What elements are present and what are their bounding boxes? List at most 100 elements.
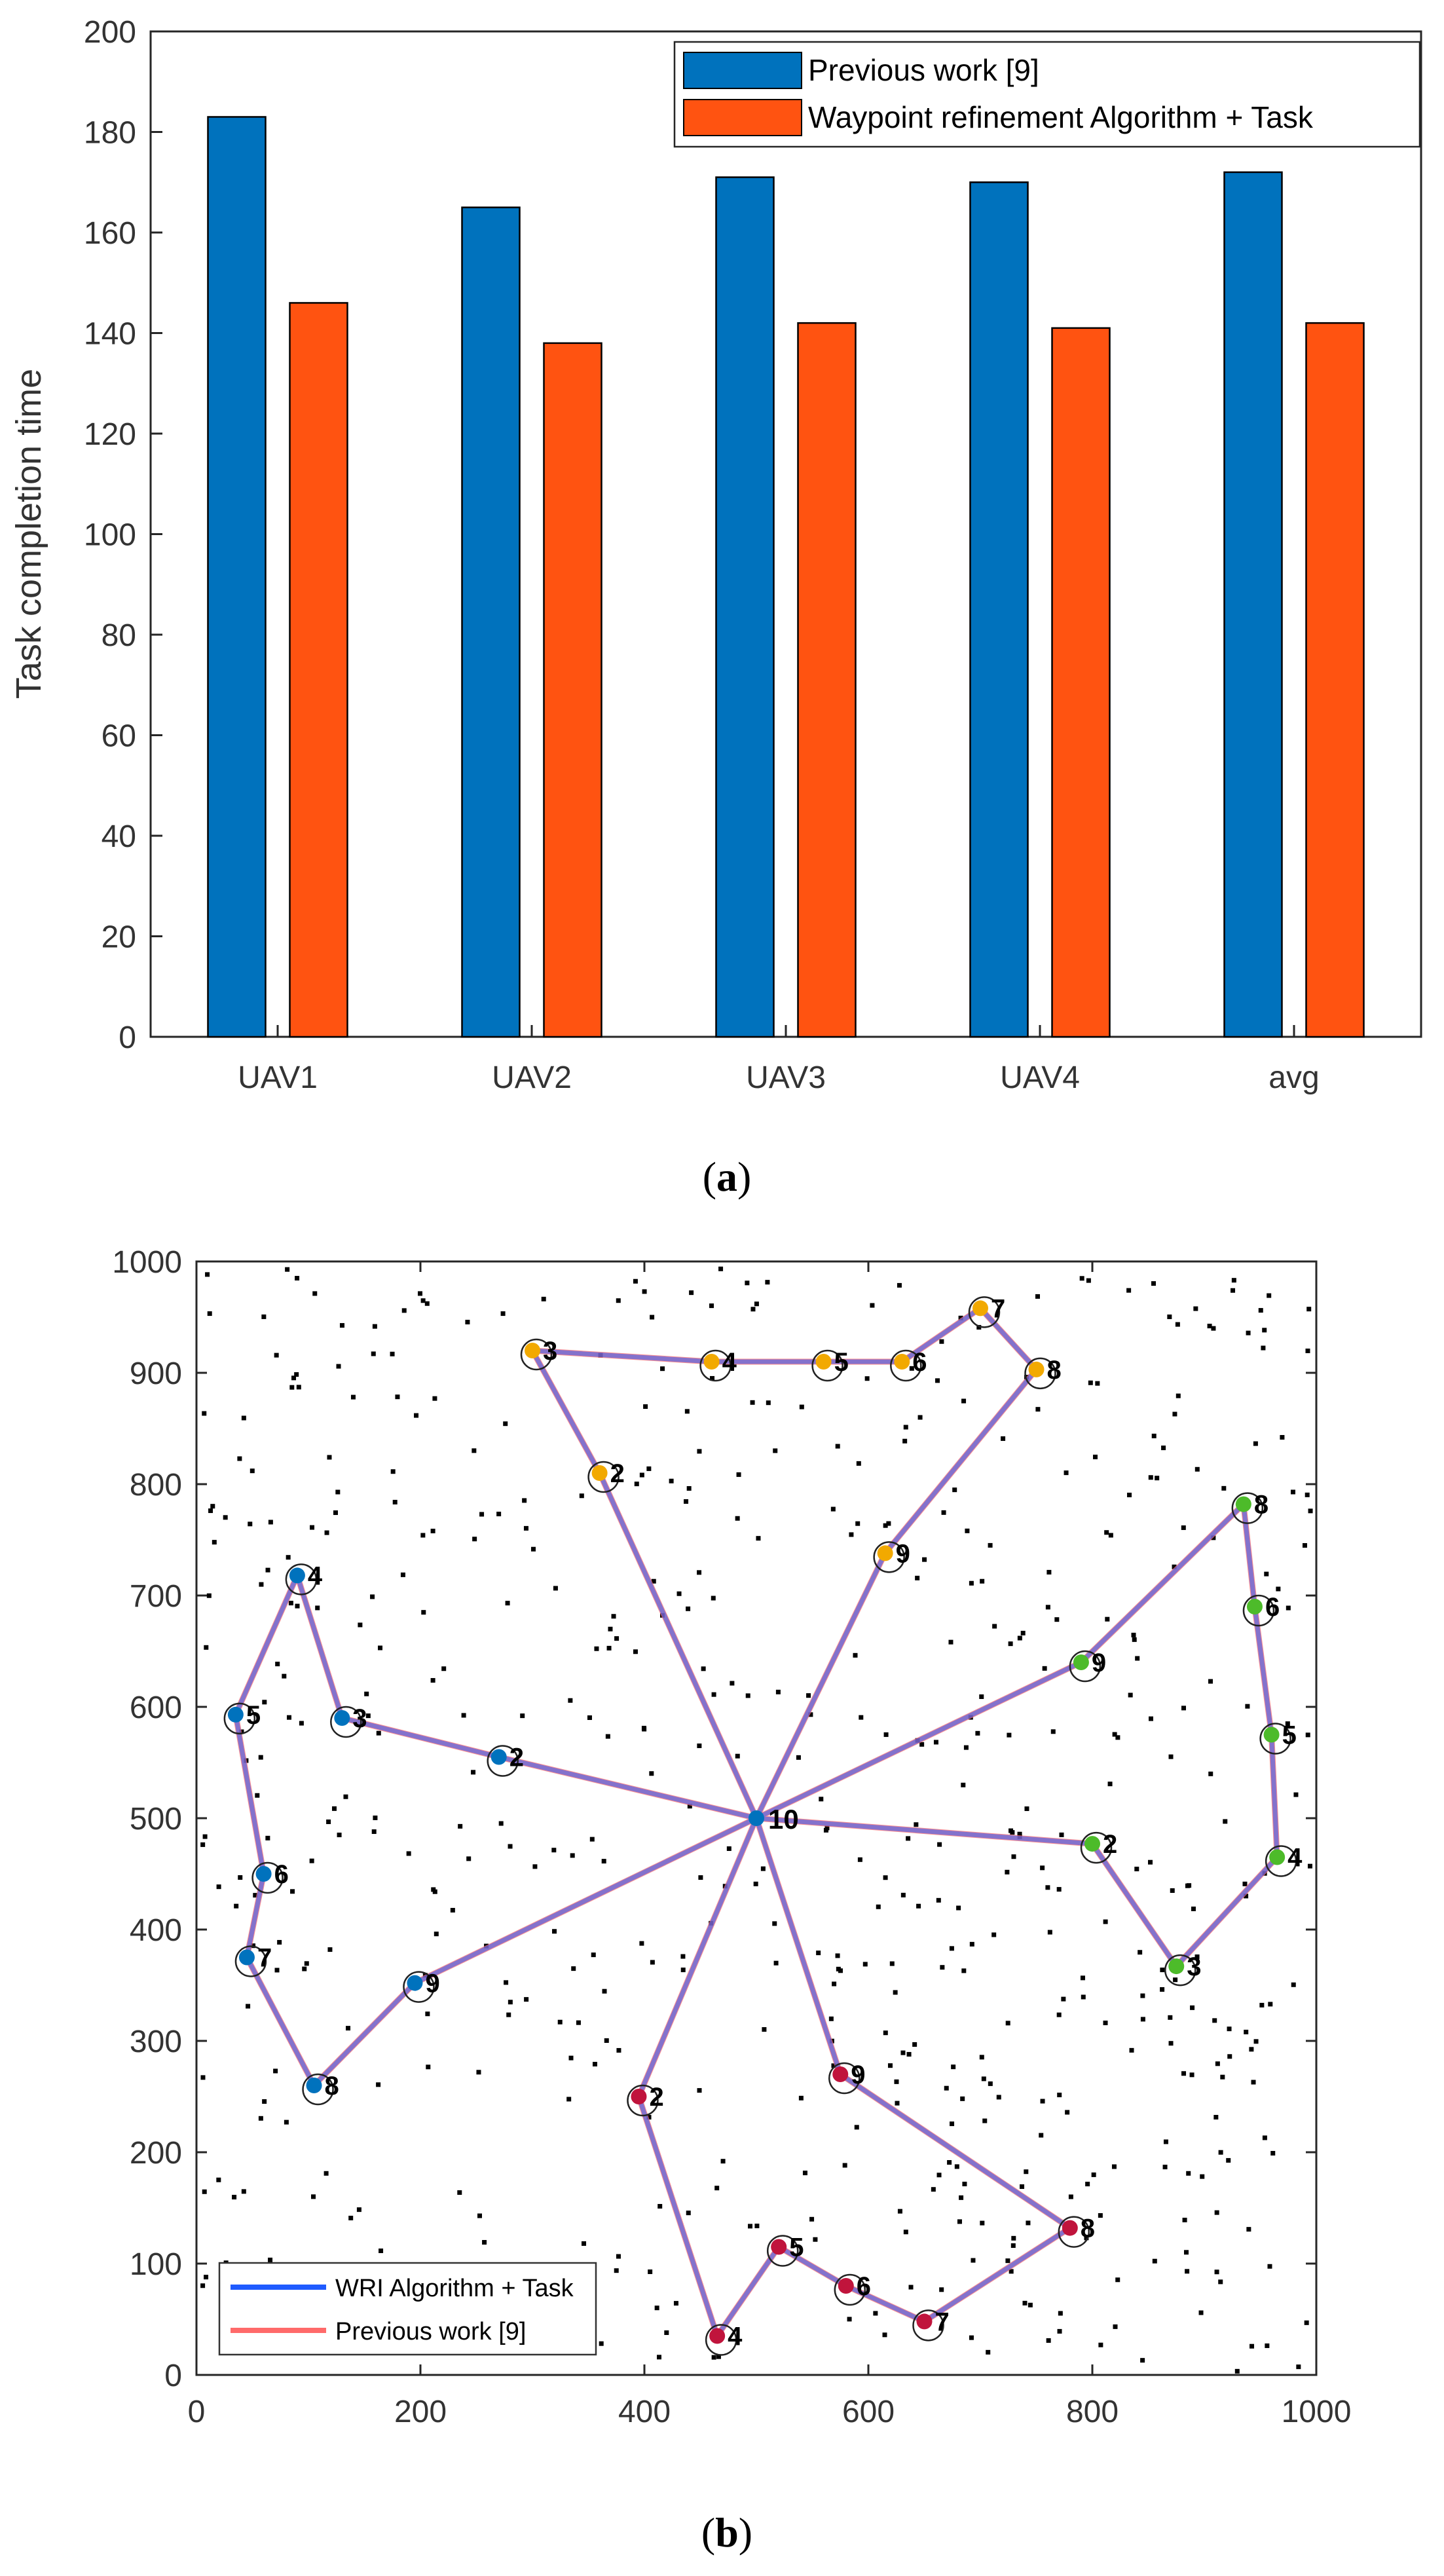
- task-point: [1307, 1863, 1312, 1869]
- waypoint-label: 4: [722, 1348, 737, 1377]
- task-point: [204, 2275, 209, 2280]
- task-point: [202, 1411, 207, 1416]
- task-point: [343, 1794, 348, 1799]
- legend-label-previous: Previous work [9]: [808, 53, 1039, 87]
- bar-waypoint-avg: [1305, 322, 1365, 1038]
- waypoint-marker: [916, 2313, 933, 2330]
- task-point: [324, 2171, 329, 2176]
- task-point: [897, 2209, 902, 2214]
- task-point: [553, 1586, 558, 1591]
- task-point: [979, 2055, 984, 2060]
- task-point: [1246, 2227, 1251, 2232]
- task-point: [1152, 2258, 1157, 2264]
- task-point: [265, 1835, 270, 1840]
- task-point: [241, 1415, 246, 1421]
- task-point: [909, 1366, 914, 1371]
- waypoint-marker: [838, 2278, 854, 2294]
- task-point: [975, 1730, 980, 1736]
- task-point: [202, 1834, 208, 1839]
- task-point: [1126, 1288, 1132, 1293]
- task-point: [809, 2216, 815, 2222]
- task-point: [532, 1864, 538, 1869]
- task-point: [299, 1721, 304, 1726]
- task-point: [450, 1907, 455, 1913]
- task-point: [337, 1833, 342, 1838]
- task-point: [697, 1743, 702, 1748]
- task-point: [684, 1499, 689, 1504]
- task-point: [1251, 2080, 1256, 2085]
- waypoint-label: 4: [728, 2323, 743, 2351]
- task-point: [883, 1732, 889, 1737]
- task-point: [832, 1981, 837, 1987]
- task-point: [935, 1378, 940, 1383]
- waypoint-label: 8: [325, 2072, 339, 2100]
- task-point: [756, 1536, 761, 1541]
- task-point: [1242, 1881, 1248, 1886]
- task-point: [775, 1689, 781, 1694]
- task-point: [1160, 1968, 1165, 1973]
- task-point: [745, 1280, 750, 1286]
- waypoint-label: 6: [1265, 1593, 1280, 1622]
- task-point: [1167, 1315, 1172, 1320]
- task-point: [1306, 1307, 1312, 1312]
- task-point: [616, 1298, 621, 1303]
- task-point: [936, 2173, 942, 2178]
- route-wri-4: [233, 1573, 759, 2088]
- task-point: [395, 1394, 400, 1400]
- y-tick-label-a: 20: [102, 920, 136, 955]
- bar-previous-avg: [1223, 171, 1283, 1038]
- task-point: [1058, 2311, 1063, 2316]
- waypoint-marker: [1084, 1836, 1100, 1852]
- task-point: [1128, 1692, 1133, 1698]
- waypoint-ring: [520, 1338, 553, 1371]
- y-tick-label-a: 200: [84, 15, 136, 50]
- waypoint-marker: [1263, 1727, 1280, 1743]
- task-point: [1249, 2047, 1254, 2052]
- task-point: [642, 1289, 647, 1294]
- bar-previous-uav4: [969, 181, 1029, 1038]
- task-point: [508, 2000, 513, 2005]
- bar-previous-uav1: [207, 116, 267, 1038]
- task-point: [831, 2063, 836, 2068]
- task-point: [1191, 1906, 1196, 1911]
- task-point: [372, 1324, 377, 1329]
- task-point: [461, 1713, 466, 1718]
- task-point: [887, 2063, 893, 2068]
- task-point: [466, 1856, 472, 1861]
- task-point: [919, 1742, 925, 1747]
- task-point: [1035, 1407, 1041, 1412]
- bar-previous-uav2: [461, 206, 521, 1038]
- task-point: [806, 1693, 811, 1698]
- task-point: [1020, 2184, 1025, 2190]
- task-point: [286, 1715, 291, 1720]
- task-point: [1185, 1883, 1190, 1888]
- task-point: [302, 1966, 307, 1971]
- y-tick-label-b: 800: [130, 1468, 182, 1503]
- task-point: [274, 1968, 280, 1973]
- task-point: [1103, 2021, 1108, 2026]
- task-point: [897, 1282, 902, 1288]
- waypoint-ring: [1080, 1831, 1113, 1864]
- task-point: [204, 1645, 209, 1650]
- task-point: [498, 1821, 504, 1826]
- task-point: [651, 1578, 656, 1584]
- task-point: [434, 1932, 439, 1937]
- task-point: [649, 1771, 654, 1776]
- task-point: [202, 2189, 207, 2194]
- task-point: [425, 2011, 430, 2017]
- y-tick-label-b: 1000: [112, 1245, 182, 1280]
- task-point: [941, 1510, 946, 1515]
- waypoint-marker: [631, 2089, 647, 2104]
- task-point: [500, 1311, 506, 1316]
- task-point: [576, 2020, 581, 2025]
- waypoint-ring: [811, 1349, 843, 1382]
- task-point: [1182, 2217, 1187, 2222]
- task-point: [748, 2224, 753, 2229]
- waypoint-ring: [234, 1945, 267, 1977]
- waypoint-ring: [403, 1971, 435, 2003]
- y-tick-label-b: 200: [130, 2136, 182, 2171]
- waypoint-label: 3: [1187, 1952, 1201, 1981]
- y-tick-label-b: 0: [164, 2359, 182, 2393]
- task-point: [1172, 1564, 1177, 1569]
- task-point: [949, 1946, 954, 1951]
